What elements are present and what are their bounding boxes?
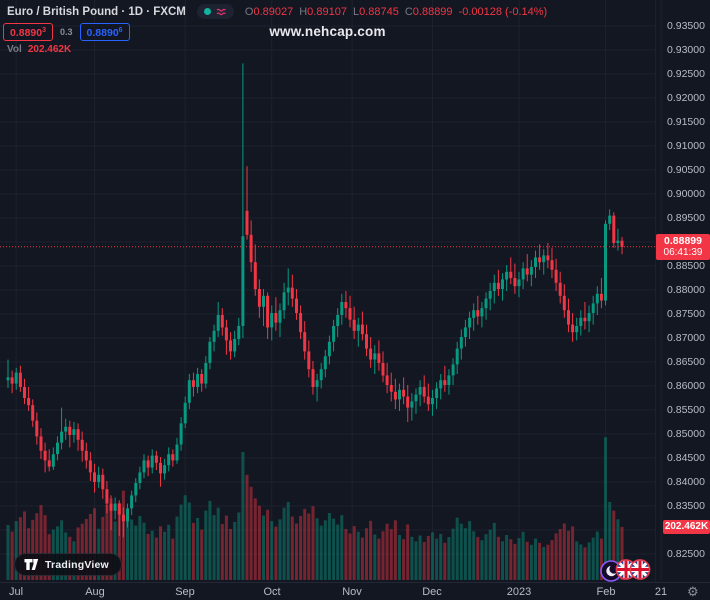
bar-countdown: 06:41:39	[663, 247, 703, 258]
symbol-flag-bubbles[interactable]	[596, 556, 654, 584]
price-tick-label: 0.89500	[667, 212, 705, 224]
time-tick-label: Jul	[8, 586, 24, 598]
last-price-badge: 0.88899 06:41:39	[656, 234, 710, 260]
price-tick-label: 0.92000	[667, 92, 705, 104]
market-status-pill[interactable]	[196, 4, 234, 19]
price-tick-label: 0.85000	[667, 428, 705, 440]
price-tick-label: 0.88500	[667, 260, 705, 272]
tradingview-glyph-icon	[24, 559, 39, 570]
time-tick-label: 21	[654, 586, 668, 598]
price-tick-label: 0.84000	[667, 476, 705, 488]
time-tick-label: 2023	[506, 586, 532, 598]
wave-icon	[216, 8, 226, 15]
ohlc-readout: O0.89027 H0.89107 L0.88745 C0.88899 -0.0…	[244, 5, 548, 18]
price-tick-label: 0.92500	[667, 68, 705, 80]
price-tick-label: 0.88000	[667, 284, 705, 296]
change-readout: -0.00128 (-0.14%)	[458, 5, 548, 18]
price-tick-label: 0.86000	[667, 380, 705, 392]
ask-price-button[interactable]: 0.88906	[79, 23, 130, 41]
price-tick-label: 0.87000	[667, 332, 705, 344]
price-tick-label: 0.90500	[667, 164, 705, 176]
time-tick-label: Nov	[342, 586, 362, 598]
axis-settings-gear-icon[interactable]: ⚙	[687, 584, 699, 599]
price-tick-label: 0.91500	[667, 116, 705, 128]
bid-price-button[interactable]: 0.88903	[3, 23, 54, 41]
price-tick-label: 0.87500	[667, 308, 705, 320]
price-tick-label: 0.86500	[667, 356, 705, 368]
price-axis[interactable]: 0.93500 0.93000 0.92500 0.92000 0.91500 0.910…	[655, 0, 710, 582]
price-tick-label: 0.90000	[667, 188, 705, 200]
time-axis[interactable]: Jul Aug Sep Oct Nov Dec 2023 Feb 21	[0, 582, 710, 600]
market-open-dot-icon	[203, 8, 211, 15]
time-tick-label: Oct	[263, 586, 281, 598]
time-tick-label: Aug	[85, 586, 105, 598]
watermark: www.nehcap.com	[269, 24, 386, 39]
volume-legend: Vol 202.462K	[7, 44, 72, 55]
price-tick-label: 0.82500	[667, 548, 705, 560]
tradingview-logo[interactable]: TradingView	[14, 553, 122, 576]
uk-flag-icon	[629, 559, 651, 580]
time-tick-label: Sep	[175, 586, 195, 598]
time-tick-label: Feb	[596, 586, 616, 598]
price-tick-label: 0.85500	[667, 404, 705, 416]
time-tick-label: Dec	[422, 586, 442, 598]
price-tick-label: 0.84500	[667, 452, 705, 464]
price-tick-label: 0.93000	[667, 44, 705, 56]
price-tick-label: 0.83500	[667, 500, 705, 512]
price-tick-label: 0.93500	[667, 20, 705, 32]
volume-badge: 202.462K	[663, 520, 710, 534]
symbol-title[interactable]: Euro / British Pound · 1D · FXCM	[7, 5, 186, 18]
spread-value: 0.3	[60, 27, 73, 37]
price-tick-label: 0.91000	[667, 140, 705, 152]
